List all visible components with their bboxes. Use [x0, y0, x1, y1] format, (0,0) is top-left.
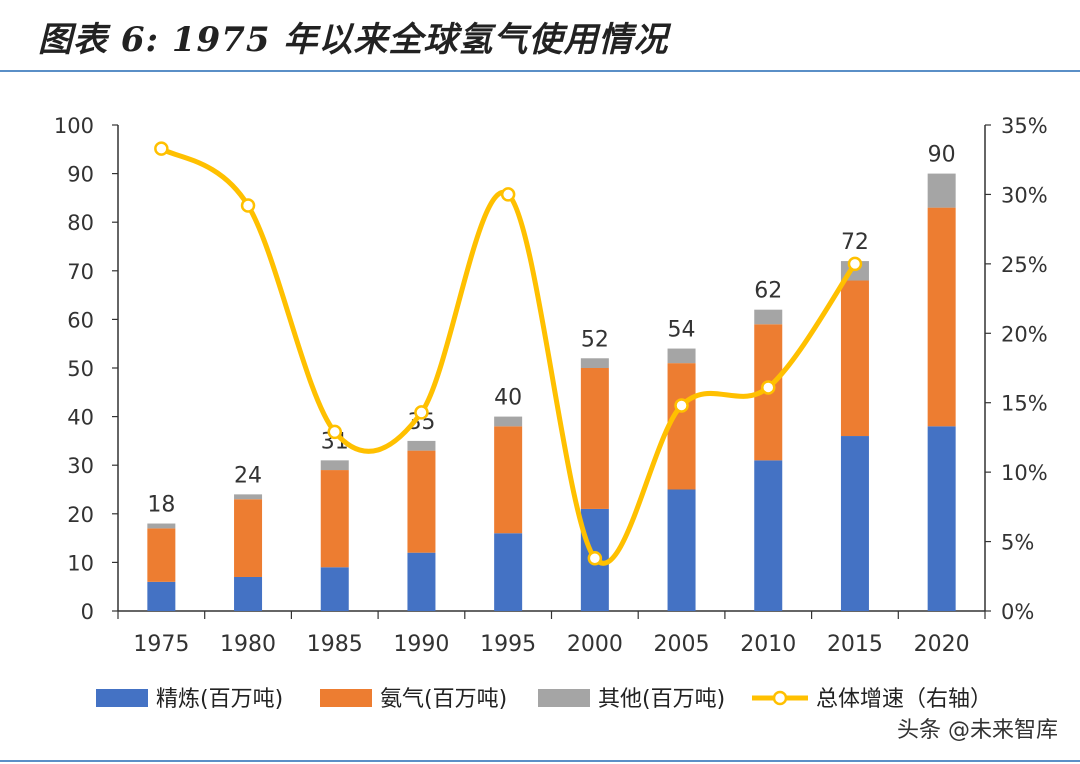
bar-ammonia	[927, 207, 956, 427]
legend-refining-swatch	[96, 689, 148, 707]
y-right-tick-label: 20%	[1001, 322, 1048, 346]
legend-other-swatch	[538, 689, 590, 707]
y-right-tick-label: 30%	[1001, 183, 1048, 207]
x-tick-label: 1975	[133, 632, 189, 657]
y-right-tick-label: 0%	[1001, 600, 1034, 624]
chart-title: 图表 6: 1975 年以来全球氢气使用情况	[38, 20, 669, 60]
y-left-tick-label: 0	[81, 600, 94, 624]
growth-point	[847, 256, 863, 272]
growth-point	[154, 141, 169, 156]
y-left-tick-label: 20	[67, 503, 94, 527]
bar-refining	[494, 533, 523, 611]
bar-refining	[840, 436, 869, 611]
bar-other	[754, 309, 783, 325]
bar-ammonia	[234, 499, 263, 577]
growth-point	[500, 187, 516, 202]
bar-ammonia	[494, 426, 523, 534]
x-tick-label: 1980	[220, 632, 276, 657]
y-right-tick-label: 5%	[1001, 531, 1034, 555]
title-divider	[0, 70, 1080, 72]
growth-point	[674, 398, 689, 413]
growth-point	[327, 424, 342, 440]
total-data-label: 24	[234, 463, 262, 488]
bar-other	[667, 348, 696, 364]
x-tick-label: 2000	[567, 632, 623, 657]
bar-refining	[927, 426, 956, 611]
bar-refining	[320, 567, 349, 611]
bar-refining	[407, 552, 436, 611]
total-data-label: 90	[928, 143, 956, 168]
total-data-label: 72	[841, 230, 869, 255]
bottom-divider	[0, 760, 1080, 762]
legend-growth-marker	[772, 690, 788, 706]
total-data-label: 18	[147, 493, 175, 518]
legend-ammonia-swatch	[320, 689, 372, 707]
y-right-tick-label: 10%	[1001, 461, 1048, 485]
bar-refining	[754, 460, 783, 611]
bar-other	[234, 494, 263, 500]
legend-refining-label: 精炼(百万吨)	[156, 687, 283, 712]
bar-ammonia	[840, 280, 869, 437]
growth-point	[240, 198, 256, 213]
bar-other	[580, 358, 609, 368]
bar-other	[494, 416, 523, 427]
legend-other-label: 其他(百万吨)	[598, 687, 725, 712]
bar-ammonia	[147, 528, 176, 582]
total-data-label: 62	[754, 279, 782, 304]
y-right-tick-label: 35%	[1001, 114, 1048, 138]
bar-other	[320, 460, 349, 471]
bar-other	[147, 523, 176, 529]
y-right-tick-label: 25%	[1001, 253, 1048, 277]
total-data-label: 40	[494, 386, 522, 411]
y-left-tick-label: 10	[67, 551, 94, 575]
growth-point	[587, 550, 603, 566]
bar-refining	[667, 489, 696, 611]
total-data-label: 54	[668, 318, 696, 343]
y-left-tick-label: 80	[67, 211, 94, 235]
bar-ammonia	[667, 363, 696, 490]
bar-ammonia	[580, 368, 609, 509]
x-tick-label: 1995	[480, 632, 536, 657]
x-tick-label: 2015	[827, 632, 883, 657]
y-right-tick-label: 15%	[1001, 392, 1048, 416]
y-left-tick-label: 60	[67, 308, 94, 332]
bar-refining	[234, 576, 263, 611]
x-tick-label: 2020	[914, 632, 970, 657]
y-left-tick-label: 70	[67, 260, 94, 284]
y-left-tick-label: 30	[67, 454, 94, 478]
legend-ammonia-label: 氨气(百万吨)	[380, 687, 507, 712]
growth-point	[761, 380, 776, 395]
y-left-tick-label: 90	[67, 163, 94, 187]
bar-refining	[147, 581, 176, 611]
y-left-tick-label: 50	[67, 357, 94, 381]
legend-growth-label: 总体增速（右轴）	[816, 687, 992, 712]
x-tick-label: 2010	[740, 632, 796, 657]
watermark: 头条 @未来智库	[897, 718, 1058, 743]
bar-other	[927, 173, 956, 208]
y-left-tick-label: 100	[54, 114, 94, 138]
x-tick-label: 1990	[393, 632, 449, 657]
bar-ammonia	[320, 470, 349, 568]
bar-other	[407, 440, 436, 451]
growth-point	[414, 405, 429, 420]
x-tick-label: 1985	[307, 632, 363, 657]
y-left-tick-label: 40	[67, 406, 94, 430]
total-data-label: 52	[581, 327, 609, 352]
x-tick-label: 2005	[654, 632, 710, 657]
bar-ammonia	[407, 450, 436, 553]
